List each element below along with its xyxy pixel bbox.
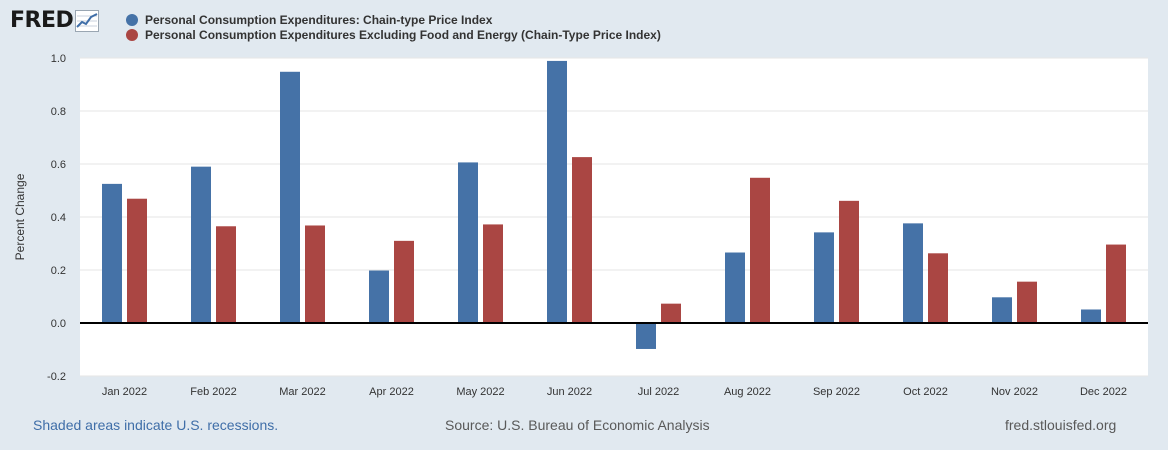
x-tick-label: Dec 2022: [1080, 386, 1127, 398]
x-tick-label: May 2022: [456, 386, 504, 398]
bar-core-pce-jun-2022[interactable]: [572, 157, 592, 323]
fred-site-link[interactable]: fred.stlouisfed.org: [1005, 417, 1117, 433]
bar-chart: 1.0 0.8 0.6 0.4 0.2 0.0 -0.2 Jan 2022 Feb 2022 Ma…: [13, 53, 1148, 398]
bar-pce-apr-2022[interactable]: [369, 270, 389, 323]
legend-swatch-pce: [126, 13, 138, 26]
recession-note-link[interactable]: Shaded areas indicate U.S. recessions.: [33, 417, 279, 433]
legend-item-core-pce[interactable]: Personal Consumption Expenditures Exclud…: [126, 27, 661, 42]
fred-logo-text: FRED: [10, 8, 74, 33]
y-tick-label: 0.6: [51, 159, 66, 171]
bar-pce-sep-2022[interactable]: [814, 232, 834, 323]
legend-label-core-pce: Personal Consumption Expenditures Exclud…: [145, 27, 661, 42]
bar-pce-mar-2022[interactable]: [280, 71, 300, 323]
bar-pce-dec-2022[interactable]: [1081, 309, 1101, 323]
x-tick-label: Sep 2022: [813, 386, 860, 398]
bar-core-pce-dec-2022[interactable]: [1106, 244, 1126, 323]
bar-core-pce-apr-2022[interactable]: [394, 240, 414, 323]
bar-pce-oct-2022[interactable]: [903, 223, 923, 323]
source-text: Source: U.S. Bureau of Economic Analysis: [445, 417, 710, 433]
chart-legend: Personal Consumption Expenditures: Chain…: [126, 12, 661, 42]
legend-label-pce: Personal Consumption Expenditures: Chain…: [145, 12, 493, 27]
bar-core-pce-feb-2022[interactable]: [216, 226, 236, 323]
x-tick-label: Jun 2022: [547, 386, 592, 398]
y-tick-label: 0.8: [51, 106, 66, 118]
x-tick-label: Jan 2022: [102, 386, 147, 398]
bar-pce-aug-2022[interactable]: [725, 252, 745, 323]
bar-core-pce-aug-2022[interactable]: [750, 177, 770, 323]
y-tick-label: -0.2: [47, 371, 66, 383]
x-tick-label: Aug 2022: [724, 386, 771, 398]
bar-pce-jul-2022[interactable]: [636, 323, 656, 349]
bar-pce-may-2022[interactable]: [458, 162, 478, 323]
bar-core-pce-nov-2022[interactable]: [1017, 281, 1037, 323]
bar-pce-feb-2022[interactable]: [191, 166, 211, 323]
bar-core-pce-may-2022[interactable]: [483, 224, 503, 323]
x-tick-label: Feb 2022: [190, 386, 236, 398]
fred-logo[interactable]: FRED: [10, 8, 100, 34]
bar-core-pce-jul-2022[interactable]: [661, 303, 681, 323]
x-tick-label: Nov 2022: [991, 386, 1038, 398]
legend-swatch-core-pce: [126, 28, 138, 41]
bar-pce-jan-2022[interactable]: [102, 183, 122, 323]
y-tick-label: 1.0: [51, 53, 66, 65]
x-tick-label: Jul 2022: [638, 386, 680, 398]
x-tick-label: Mar 2022: [279, 386, 325, 398]
bar-core-pce-oct-2022[interactable]: [928, 253, 948, 323]
x-tick-label: Apr 2022: [369, 386, 414, 398]
y-tick-label: 0.4: [51, 212, 66, 224]
y-tick-label: 0.2: [51, 265, 66, 277]
bar-core-pce-sep-2022[interactable]: [839, 200, 859, 323]
bar-pce-nov-2022[interactable]: [992, 297, 1012, 323]
y-axis-label: Percent Change: [13, 173, 27, 260]
legend-item-pce[interactable]: Personal Consumption Expenditures: Chain…: [126, 12, 661, 27]
bar-core-pce-jan-2022[interactable]: [127, 198, 147, 323]
x-tick-label: Oct 2022: [903, 386, 948, 398]
bar-core-pce-mar-2022[interactable]: [305, 225, 325, 323]
y-tick-label: 0.0: [51, 318, 66, 330]
bar-pce-jun-2022[interactable]: [547, 60, 567, 323]
chart-line-icon: [75, 10, 100, 32]
